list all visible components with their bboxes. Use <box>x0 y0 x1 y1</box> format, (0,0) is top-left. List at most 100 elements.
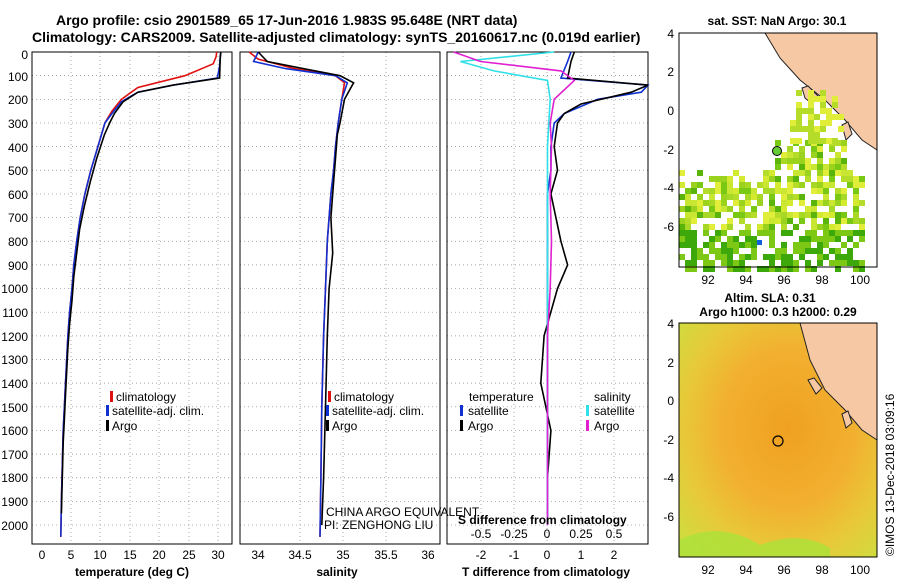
sst-cell <box>757 200 763 206</box>
t-diff-tick: -1 <box>509 548 520 562</box>
sst-cell <box>685 194 691 200</box>
sst-cell <box>787 194 793 200</box>
sst-cell <box>808 120 814 126</box>
sst-cell <box>697 194 703 200</box>
sst-cell <box>817 212 823 218</box>
sst-cell <box>790 120 796 126</box>
sst-cell <box>751 242 757 248</box>
sst-cell <box>808 138 814 144</box>
sst-cell <box>811 200 817 206</box>
sst-cell <box>715 200 721 206</box>
sst-cell <box>679 206 685 212</box>
sst-cell <box>793 248 799 254</box>
sst-cell <box>745 212 751 218</box>
sst-cell <box>679 236 685 242</box>
s-diff-tick: -0.25 <box>500 527 528 541</box>
sst-cell <box>847 182 853 188</box>
sst-cell <box>817 200 823 206</box>
sst-cell <box>829 212 835 218</box>
sst-cell <box>691 218 697 224</box>
sst-cell <box>709 266 715 272</box>
sst-cell <box>829 146 835 152</box>
sst-cell <box>799 194 805 200</box>
sst-cell <box>781 218 787 224</box>
sst-cell <box>745 230 751 236</box>
sst-cell <box>757 266 763 272</box>
sst-cell <box>820 108 826 114</box>
sst-cell <box>679 242 685 248</box>
sst-cell <box>769 200 775 206</box>
sst-cell <box>697 170 703 176</box>
sst-cell <box>853 266 859 272</box>
depth-tick: 1200 <box>1 330 28 344</box>
depth-tick: 800 <box>8 235 28 249</box>
salinity-x-axis: 34 34.5 35 35.5 36 <box>251 548 435 562</box>
sst-cell <box>805 206 811 212</box>
sst-cell <box>823 194 829 200</box>
sst-cell <box>709 224 715 230</box>
sst-cell <box>805 164 811 170</box>
sst-cell <box>787 260 793 266</box>
sst-cell <box>763 266 769 272</box>
sst-cell <box>805 230 811 236</box>
sst-cell <box>727 218 733 224</box>
sst-cell <box>721 248 727 254</box>
sst-cell <box>739 260 745 266</box>
sst-cell <box>691 230 697 236</box>
series-line-argo <box>60 51 222 514</box>
sst-cell <box>823 212 829 218</box>
sst-cell <box>841 242 847 248</box>
s-diff-tick: 0.25 <box>569 527 593 541</box>
sst-cell <box>685 230 691 236</box>
sst-cell <box>805 176 811 182</box>
sst-cell <box>811 146 817 152</box>
sst-cell <box>721 182 727 188</box>
sst-cell <box>721 260 727 266</box>
sst-cell <box>835 152 841 158</box>
legend-swatch-s-argo <box>586 420 589 431</box>
float-position-marker <box>772 435 784 447</box>
sst-map-frame <box>678 32 878 268</box>
sst-cell <box>757 240 762 245</box>
sst-map-y-axis: 4 2 0 -2 -4 -6 <box>663 27 674 234</box>
sst-cell <box>727 188 733 194</box>
salinity-panel: 34 34.5 35 35.5 36 salinity climatology … <box>239 51 480 579</box>
sst-cell <box>715 206 721 212</box>
sst-cell <box>811 266 817 272</box>
sst-cell <box>802 126 808 132</box>
sst-cell <box>721 206 727 212</box>
sst-cell <box>733 170 739 176</box>
depth-tick: 1700 <box>1 448 28 462</box>
sst-cell <box>859 176 865 182</box>
sst-cell <box>769 206 775 212</box>
depth-tick: 1800 <box>1 471 28 485</box>
sst-cell <box>796 120 802 126</box>
sst-cell <box>721 194 727 200</box>
sst-cell <box>709 194 715 200</box>
temperature-x-tick: 5 <box>68 548 75 562</box>
sla-low-region <box>679 531 830 557</box>
sst-cell <box>859 266 865 272</box>
sst-cell <box>835 212 841 218</box>
legend-label: Argo <box>332 419 358 433</box>
sst-cell <box>751 194 757 200</box>
sst-cell <box>679 254 685 260</box>
sst-cell <box>859 218 865 224</box>
sst-cell <box>787 182 793 188</box>
sst-cell <box>829 260 835 266</box>
sst-cell <box>847 236 853 242</box>
sst-cell <box>757 194 763 200</box>
sst-cell <box>799 248 805 254</box>
sst-cell <box>715 254 721 260</box>
sst-cell <box>847 254 853 260</box>
depth-tick: 0 <box>21 48 28 62</box>
temperature-x-tick: 25 <box>182 548 196 562</box>
sla-map-subtitle: Argo h1000: 0.3 h2000: 0.29 <box>699 305 857 319</box>
sst-cell <box>703 188 709 194</box>
sst-cell <box>841 212 847 218</box>
sst-cell <box>799 254 805 260</box>
sst-cell <box>808 96 814 102</box>
legend-label: climatology <box>334 390 394 404</box>
sst-cell <box>808 114 814 120</box>
sst-cell <box>805 242 811 248</box>
